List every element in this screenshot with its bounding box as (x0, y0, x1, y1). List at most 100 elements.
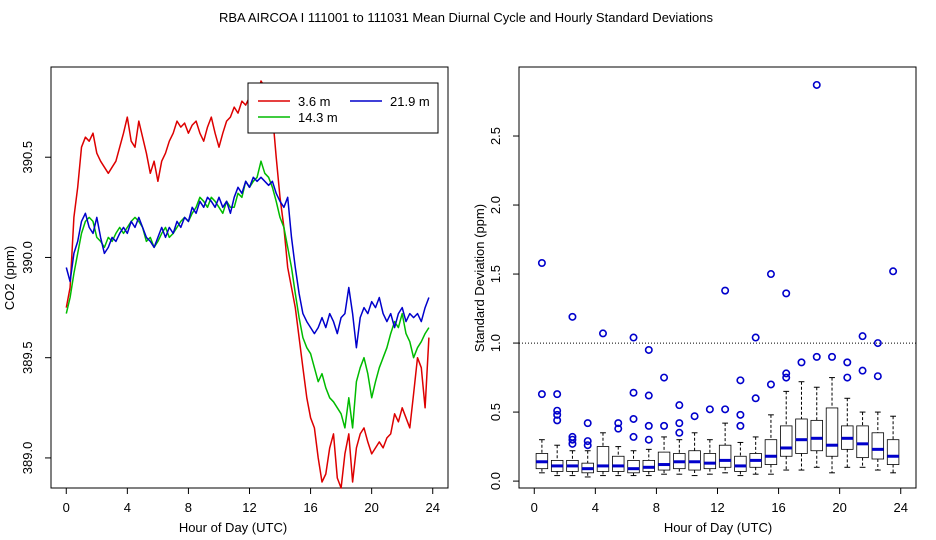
box-iqr (734, 455, 747, 472)
box-iqr (596, 446, 610, 472)
box-outlier (598, 329, 607, 338)
box-outlier (858, 332, 867, 341)
box-outlier (873, 372, 882, 381)
series-line-3-6-m (65, 80, 430, 489)
box-outlier (766, 380, 775, 389)
legend: 3.6 m 14.3 m 21.9 m (247, 82, 439, 134)
box-outlier (812, 352, 821, 361)
box-iqr (627, 459, 640, 474)
box-outlier (782, 369, 791, 378)
legend-label-21-9m: 21.9 m (390, 94, 430, 109)
box-outlier (553, 390, 562, 399)
box-outlier (568, 432, 577, 441)
box-hour (627, 333, 640, 477)
box-iqr (825, 407, 839, 457)
box-outlier (873, 339, 882, 348)
box-outlier (583, 419, 592, 428)
box-outlier (705, 405, 714, 414)
right-x-tick-label: 16 (771, 500, 785, 515)
box-hour (657, 373, 671, 475)
left-x-tick-label: 16 (303, 500, 317, 515)
box-outlier (782, 373, 791, 382)
right-x-axis-label: Hour of Day (UTC) (664, 520, 772, 535)
left-y-tick-label: 390.0 (20, 241, 35, 274)
box-hour (596, 329, 610, 477)
legend-label-14-3m: 14.3 m (298, 110, 338, 125)
legend-box (247, 82, 439, 134)
box-hour (642, 345, 655, 477)
box-hour (795, 358, 808, 471)
box-hour (764, 270, 778, 475)
box-outlier (568, 435, 577, 444)
box-outlier (537, 259, 546, 268)
box-iqr (795, 418, 808, 454)
left-y-tick-label: 390.5 (20, 141, 35, 174)
box-hour (535, 259, 549, 474)
right-x-tick-label: 8 (653, 500, 660, 515)
left-x-tick-label: 8 (185, 500, 192, 515)
box-hour (734, 376, 747, 477)
left-y-tick-label: 389.0 (20, 442, 35, 475)
box-iqr (703, 453, 717, 470)
box-hour (780, 289, 793, 471)
left-y-axis: 389.0 389.5 390.0 390.5 (20, 141, 52, 475)
right-y-axis-label: Standard Deviation (ppm) (472, 204, 487, 352)
box-outlier (721, 286, 730, 295)
box-outlier (675, 428, 684, 437)
right-y-tick-label: 2.0 (488, 196, 503, 214)
legend-label-3-6m: 3.6 m (298, 94, 331, 109)
box-iqr (612, 455, 625, 472)
left-x-tick-label: 0 (63, 500, 70, 515)
boxplot-group (535, 80, 900, 478)
left-x-tick-label: 4 (124, 500, 131, 515)
box-outlier (553, 406, 562, 415)
box-outlier (583, 437, 592, 446)
box-outlier (797, 358, 806, 367)
left-y-axis-label: CO2 (ppm) (2, 246, 17, 310)
left-series-group (65, 80, 430, 489)
box-outlier (629, 333, 638, 342)
box-iqr (718, 444, 732, 468)
box-iqr (856, 425, 869, 459)
box-hour (825, 352, 839, 474)
box-outlier (614, 424, 623, 433)
box-outlier (858, 366, 867, 375)
box-hour (871, 339, 885, 471)
box-outlier (675, 401, 684, 410)
box-iqr (810, 419, 823, 452)
box-outlier (553, 416, 562, 425)
right-y-tick-label: 1.5 (488, 265, 503, 283)
right-y-axis: 0.0 0.5 1.0 1.5 2.0 2.5 (488, 127, 520, 490)
right-x-tick-label: 24 (893, 500, 907, 515)
box-outlier (690, 412, 699, 421)
box-outlier (766, 270, 775, 279)
box-hour (749, 333, 762, 475)
box-outlier (812, 80, 821, 89)
box-outlier (660, 421, 669, 430)
box-hour (856, 332, 869, 468)
figure-title: RBA AIRCOA I 111001 to 111031 Mean Diurn… (219, 10, 714, 25)
box-outlier (537, 390, 546, 399)
box-outlier (553, 410, 562, 419)
right-plot-frame (518, 66, 917, 489)
box-outlier (568, 312, 577, 321)
box-outlier (751, 394, 760, 403)
box-outlier (721, 405, 730, 414)
box-outlier (751, 333, 760, 342)
box-hour (550, 390, 564, 477)
right-y-tick-label: 0.0 (488, 472, 503, 490)
box-hour (688, 412, 701, 477)
box-outlier (660, 373, 669, 382)
box-iqr (764, 439, 778, 465)
box-iqr (871, 432, 885, 460)
right-x-tick-label: 4 (592, 500, 599, 515)
box-outlier (629, 432, 638, 441)
box-outlier (736, 410, 745, 419)
box-outlier (889, 267, 898, 276)
left-y-tick-label: 389.5 (20, 341, 35, 374)
box-outlier (583, 441, 592, 450)
box-outlier (736, 421, 745, 430)
box-hour (810, 80, 823, 468)
box-outlier (843, 373, 852, 382)
